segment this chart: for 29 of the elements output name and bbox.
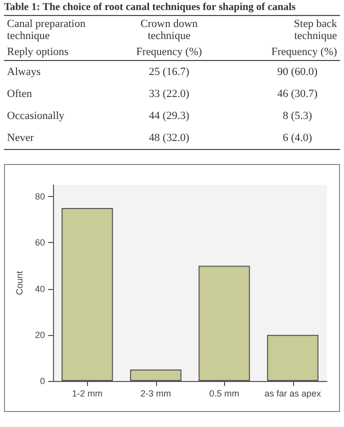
category-label: Occasionally — [6, 109, 66, 124]
data-label: 33 (22.0) — [148, 87, 190, 102]
category-label: Often — [6, 87, 34, 102]
data-label: 25 (16.7) — [148, 65, 190, 80]
y-tick-label: 40 — [34, 284, 45, 294]
text: Step back technique — [292, 17, 338, 44]
x-tick-label: 2-3 mm — [140, 388, 172, 398]
text: Crown down technique — [140, 17, 199, 44]
text: Frequency (%) — [270, 45, 338, 60]
y-tick-label: 20 — [34, 330, 45, 340]
x-tick-label: as far as apex — [264, 388, 322, 398]
category-label: Never — [6, 131, 35, 146]
text: Frequency (%) — [135, 45, 203, 60]
data-label: 44 (29.3) — [148, 109, 190, 124]
data-label: 6 (4.0) — [282, 131, 314, 146]
y-tick-label: 0 — [40, 376, 45, 386]
y-tick-label: 60 — [34, 238, 45, 248]
data-label: 48 (32.0) — [148, 131, 190, 146]
x-tick-label: 0.5 mm — [209, 388, 240, 398]
text: Canal preparation technique — [6, 17, 86, 44]
y-axis-title: Count — [14, 270, 25, 296]
text: Reply options — [6, 45, 70, 60]
data-label: 90 (60.0) — [276, 65, 319, 80]
y-tick-label: 80 — [34, 192, 45, 202]
text: Table 1: The choice of root canal techniques for shaping of canals — [4, 2, 297, 13]
data-label: 8 (5.3) — [282, 109, 314, 124]
data-label: 46 (30.7) — [276, 87, 319, 102]
x-tick-label: 1-2 mm — [72, 388, 103, 398]
category-label: Always — [6, 65, 42, 80]
